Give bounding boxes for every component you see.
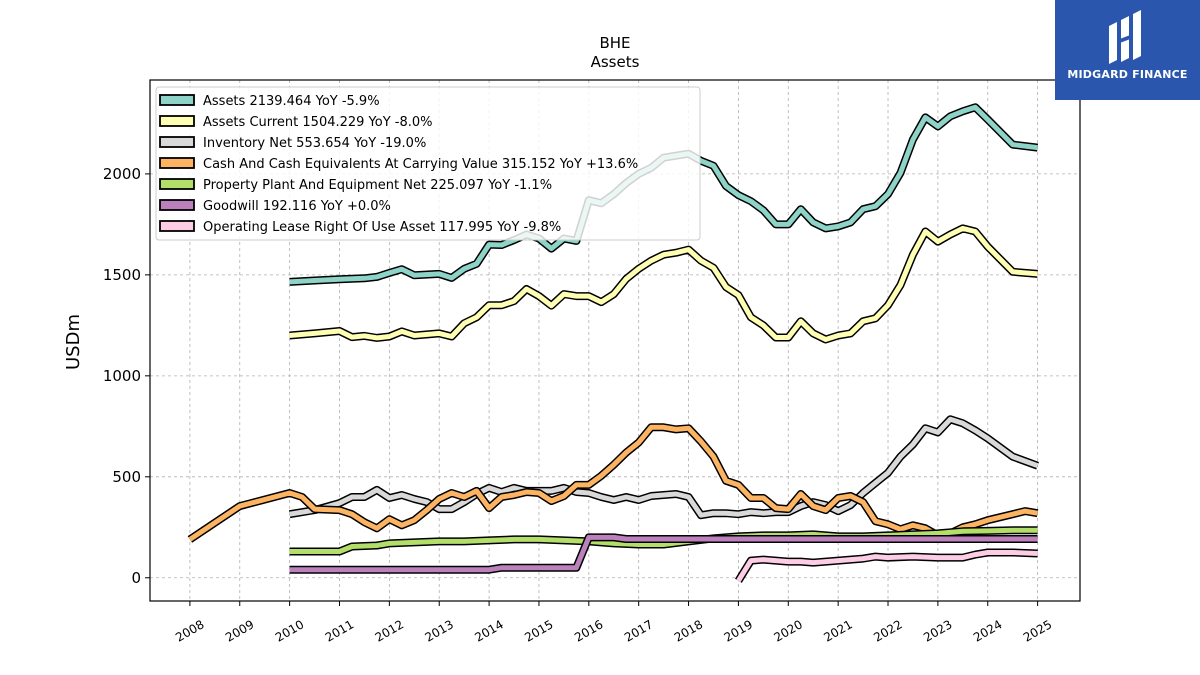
series-3	[187, 423, 1039, 543]
midgard-logo-icon	[1109, 10, 1141, 64]
legend-swatch	[159, 94, 195, 106]
y-tick-label: 1000	[103, 367, 141, 385]
legend-swatch	[159, 178, 195, 190]
series-line	[289, 225, 1038, 342]
y-tick-label: 2000	[103, 165, 141, 183]
midgard-finance-logo: MIDGARD FINANCE	[1055, 0, 1200, 100]
chart-title: BHE	[599, 34, 630, 52]
legend-swatch	[159, 157, 195, 169]
series-line	[736, 550, 1038, 583]
y-tick-label: 1500	[103, 266, 141, 284]
series-line	[289, 527, 1038, 554]
legend-entry: Assets 2139.464 YoY -5.9%	[203, 94, 380, 109]
series-line	[188, 424, 1039, 542]
series-1	[289, 224, 1038, 344]
logo-text: MIDGARD FINANCE	[1067, 68, 1188, 81]
series-4	[289, 526, 1038, 556]
legend-swatch	[159, 115, 195, 127]
legend-swatch	[159, 199, 195, 211]
series-line	[289, 534, 1038, 573]
legend-entry: Property Plant And Equipment Net 225.097…	[203, 178, 552, 193]
legend-entry: Inventory Net 553.654 YoY -19.0%	[203, 136, 426, 151]
chart-subtitle: Assets	[591, 53, 640, 71]
legend-entry: Cash And Cash Equivalents At Carrying Va…	[203, 157, 638, 172]
y-axis: 0 500 1000 1500 2000	[103, 165, 150, 587]
legend-box	[155, 86, 701, 241]
y-axis-label: USDm	[63, 314, 84, 370]
legend-entry: Assets Current 1504.229 YoY -8.0%	[203, 115, 433, 130]
y-tick-label: 500	[112, 468, 141, 486]
plot-frame	[149, 79, 1081, 602]
series-5	[289, 533, 1038, 574]
series-6	[734, 548, 1038, 583]
legend-swatch	[159, 220, 195, 232]
legend-entry: Operating Lease Right Of Use Asset 117.9…	[203, 220, 561, 235]
legend: Assets 2139.464 YoY -5.9% Assets Current …	[155, 86, 701, 241]
y-tick-label: 0	[131, 569, 141, 587]
legend-swatch	[159, 136, 195, 148]
legend-entry: Goodwill 192.116 YoY +0.0%	[203, 199, 391, 214]
